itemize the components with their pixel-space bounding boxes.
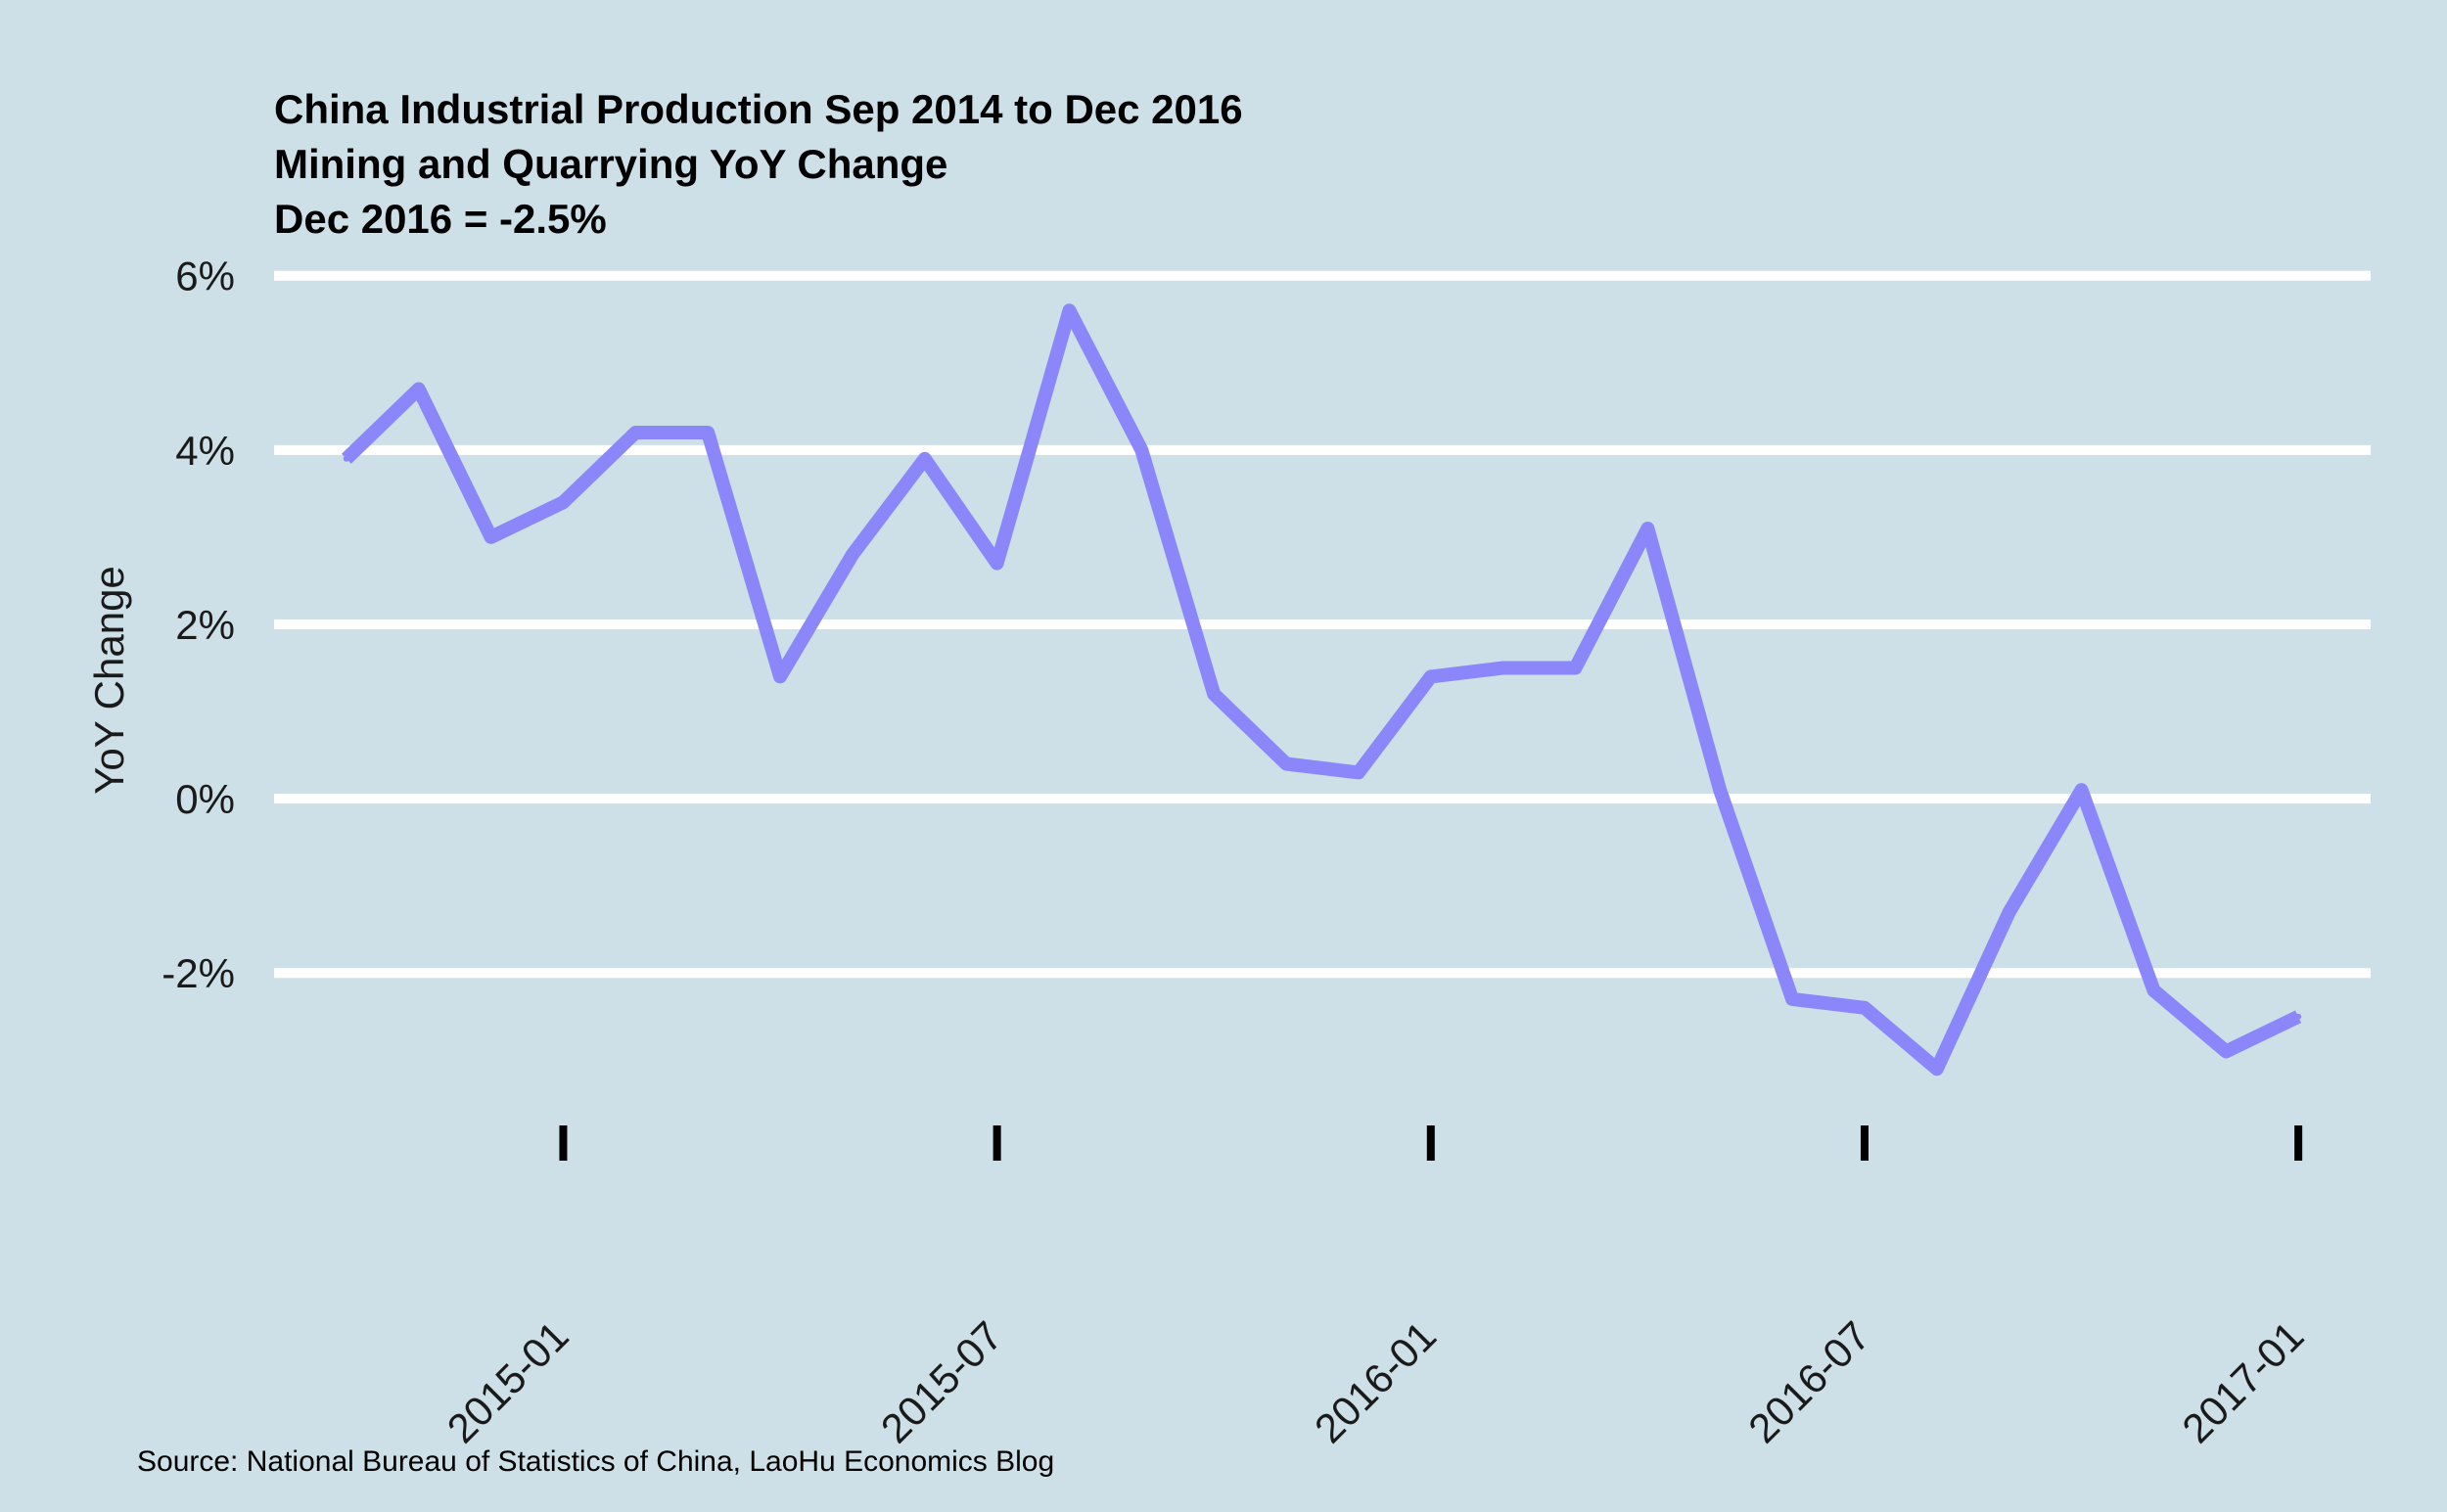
chart-title-line-1: China Industrial Production Sep 2014 to … <box>274 86 1243 132</box>
data-point <box>560 499 567 506</box>
data-point <box>1861 1004 1868 1011</box>
y-tick-label: -2% <box>162 950 235 996</box>
data-point <box>1211 691 1218 698</box>
data-point <box>1644 526 1651 531</box>
data-point <box>343 455 349 462</box>
data-point <box>2295 1013 2302 1020</box>
chart-title-line-2: Mining and Quarrying YoY Change <box>274 141 947 187</box>
data-point <box>487 533 494 540</box>
data-point <box>1283 760 1290 767</box>
y-tick-label: 2% <box>175 602 235 648</box>
data-point <box>1427 673 1434 680</box>
data-point <box>1572 664 1579 671</box>
data-point <box>2223 1048 2230 1055</box>
data-point <box>1355 769 1362 776</box>
data-point <box>1500 664 1506 671</box>
data-point <box>1138 446 1145 453</box>
y-tick-label: 6% <box>175 253 235 299</box>
data-point <box>632 430 639 436</box>
series-line <box>342 303 2302 1077</box>
data-point <box>993 560 1000 567</box>
y-tick-label: 0% <box>175 776 235 822</box>
source-caption: Source: National Bureau of Statistics of… <box>137 1445 1054 1478</box>
data-point <box>1066 307 1073 314</box>
data-point <box>921 455 928 462</box>
data-point <box>415 386 422 392</box>
data-point <box>1717 787 1724 794</box>
data-point <box>1789 995 1796 1002</box>
data-point <box>2006 908 2012 915</box>
data-point <box>849 551 855 558</box>
data-point <box>705 430 712 436</box>
data-point <box>1933 1066 1940 1073</box>
data-point <box>2150 987 2157 994</box>
series-lines <box>342 303 2302 1077</box>
chart-title-line-3: Dec 2016 = -2.5% <box>274 196 607 242</box>
y-tick-label: 4% <box>175 428 235 474</box>
y-tick-labels: -2% 0% 2% 4% 6% <box>162 253 235 997</box>
y-axis-label: YoY Change <box>86 566 132 795</box>
data-point <box>777 673 784 680</box>
data-point <box>2078 787 2085 794</box>
